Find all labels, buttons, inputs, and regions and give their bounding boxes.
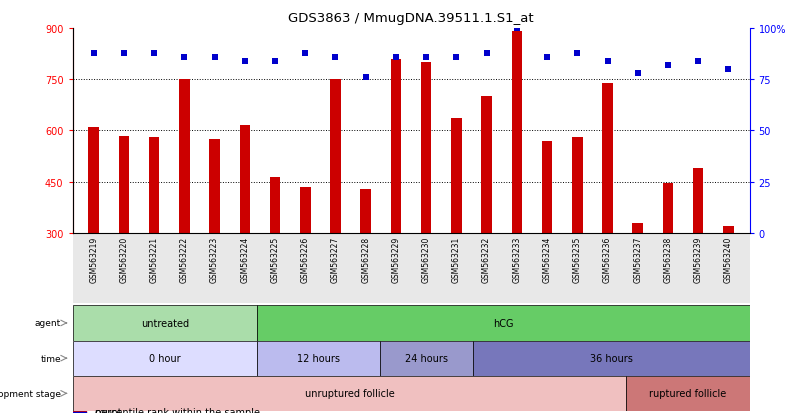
Text: 36 hours: 36 hours	[590, 353, 633, 363]
Point	[510, 26, 523, 32]
Bar	[723, 226, 733, 233]
FancyBboxPatch shape	[73, 376, 626, 411]
Point	[329, 54, 342, 61]
Bar	[149, 138, 160, 233]
Point	[571, 50, 584, 57]
Point	[662, 62, 675, 69]
Point	[450, 54, 463, 61]
Bar	[73, 412, 86, 413]
Point	[631, 71, 644, 77]
Text: time: time	[40, 354, 61, 363]
FancyBboxPatch shape	[472, 341, 750, 376]
Bar	[693, 169, 704, 233]
Bar	[270, 177, 280, 233]
Bar	[210, 140, 220, 233]
Text: hCG: hCG	[493, 318, 513, 328]
Text: unruptured follicle: unruptured follicle	[305, 388, 394, 399]
Text: ruptured follicle: ruptured follicle	[650, 388, 727, 399]
Point	[147, 50, 160, 57]
Text: untreated: untreated	[141, 318, 189, 328]
Text: percentile rank within the sample: percentile rank within the sample	[94, 408, 260, 413]
Point	[208, 54, 221, 61]
Bar	[73, 411, 86, 412]
Bar	[89, 128, 99, 233]
FancyBboxPatch shape	[380, 341, 472, 376]
Point	[359, 75, 372, 81]
FancyBboxPatch shape	[73, 341, 257, 376]
Point	[541, 54, 554, 61]
Bar	[421, 63, 431, 233]
Bar	[300, 188, 310, 233]
Bar	[179, 80, 189, 233]
Bar	[118, 136, 129, 233]
Point	[480, 50, 493, 57]
Bar	[391, 59, 401, 233]
Point	[239, 58, 251, 65]
Text: 24 hours: 24 hours	[405, 353, 448, 363]
Point	[420, 54, 433, 61]
Title: GDS3863 / MmugDNA.39511.1.S1_at: GDS3863 / MmugDNA.39511.1.S1_at	[289, 12, 534, 25]
Bar	[330, 80, 341, 233]
Text: count: count	[94, 406, 123, 413]
Point	[268, 58, 281, 65]
Point	[692, 58, 704, 65]
Bar	[633, 223, 643, 233]
Bar	[542, 141, 552, 233]
Text: 12 hours: 12 hours	[297, 353, 340, 363]
Bar	[512, 32, 522, 233]
Text: development stage: development stage	[0, 389, 61, 398]
Point	[389, 54, 402, 61]
Bar	[451, 119, 462, 233]
Point	[178, 54, 191, 61]
FancyBboxPatch shape	[257, 341, 380, 376]
Bar	[663, 184, 673, 233]
FancyBboxPatch shape	[257, 306, 750, 341]
Bar	[239, 126, 250, 233]
Text: agent: agent	[35, 319, 61, 328]
FancyBboxPatch shape	[73, 306, 257, 341]
Point	[118, 50, 131, 57]
Text: 0 hour: 0 hour	[149, 353, 181, 363]
Point	[87, 50, 100, 57]
Point	[601, 58, 614, 65]
Bar	[481, 97, 492, 233]
Point	[722, 66, 735, 73]
FancyBboxPatch shape	[626, 376, 750, 411]
Bar	[360, 189, 371, 233]
Point	[299, 50, 312, 57]
Bar	[602, 83, 613, 233]
Bar	[572, 138, 583, 233]
